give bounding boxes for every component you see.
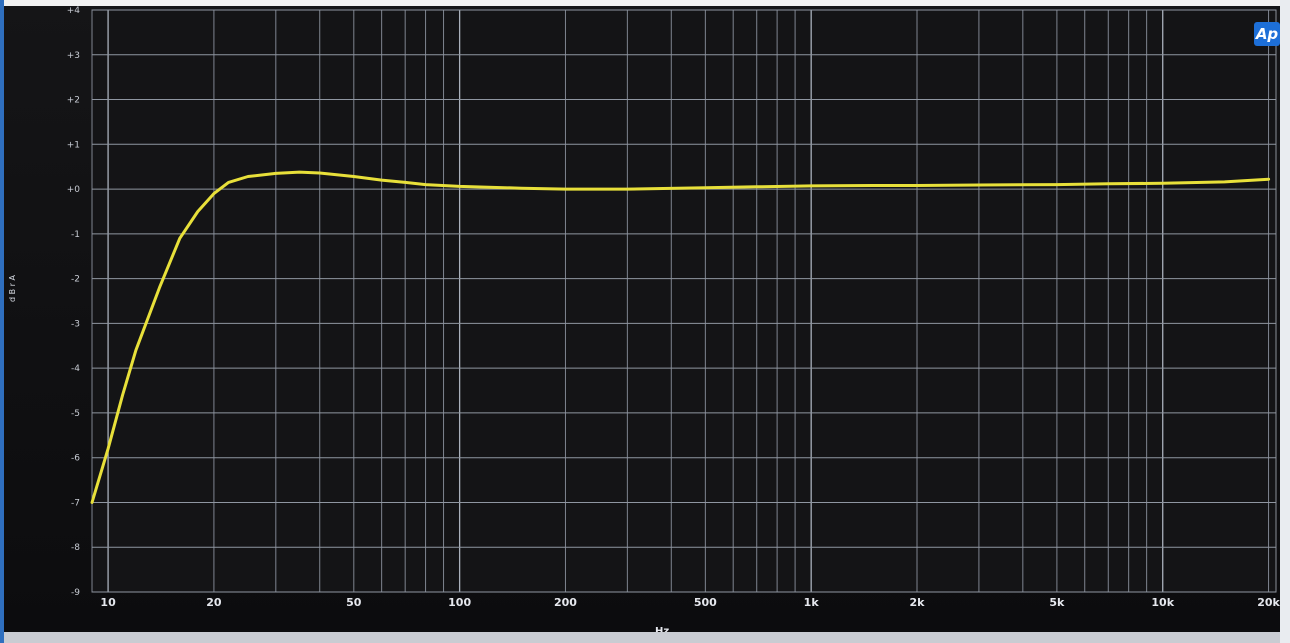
x-tick-label: 50 — [346, 596, 362, 609]
ap-logo: Ap — [1254, 22, 1280, 46]
top-bar — [0, 0, 1290, 6]
x-tick-label: 200 — [554, 596, 577, 609]
plot-area — [91, 9, 1277, 593]
y-tick-label: -2 — [71, 275, 80, 285]
x-tick-label: 20 — [206, 596, 222, 609]
y-tick-label: +2 — [67, 96, 80, 106]
y-tick-label: +3 — [67, 51, 80, 61]
x-tick-label: 2k — [910, 596, 926, 609]
y-tick-label: +4 — [67, 6, 81, 16]
x-tick-labels: 10 20 50 100 200 500 1k 2k 5k 10k 20k — [100, 596, 1280, 609]
horizontal-gridlines — [92, 9, 1276, 593]
window-right-edge — [1280, 0, 1290, 643]
vertical-gridlines — [91, 10, 1270, 592]
y-tick-labels: +4 +3 +2 +1 +0 -1 -2 -3 -4 -5 -6 -7 -8 -9 — [67, 6, 81, 598]
y-tick-label: -4 — [71, 364, 80, 374]
x-tick-label: 500 — [694, 596, 717, 609]
y-tick-label: -6 — [71, 454, 80, 464]
x-axis-title: Hz — [655, 626, 669, 637]
y-tick-label: +1 — [67, 140, 80, 150]
y-tick-label: +0 — [67, 185, 81, 195]
x-tick-label: 10 — [100, 596, 116, 609]
frequency-response-chart: +4 +3 +2 +1 +0 -1 -2 -3 -4 -5 -6 -7 -8 -9 10 20 50 100 20… — [67, 6, 1280, 609]
x-tick-label: 5k — [1049, 596, 1065, 609]
window-left-edge — [0, 0, 4, 643]
y-tick-label: -9 — [71, 588, 80, 598]
y-axis-title: d B r A — [8, 275, 17, 302]
series-line — [90, 170, 1271, 504]
y-tick-label: -8 — [71, 543, 80, 553]
y-tick-label: -5 — [71, 409, 80, 419]
data-series — [90, 170, 1271, 504]
x-tick-label: 1k — [804, 596, 820, 609]
y-tick-label: -7 — [71, 498, 80, 508]
status-strip — [4, 632, 1280, 643]
x-tick-label: 20k — [1257, 596, 1280, 609]
y-tick-label: -3 — [71, 319, 80, 329]
x-tick-label: 100 — [448, 596, 471, 609]
y-tick-label: -1 — [71, 230, 80, 240]
x-tick-label: 10k — [1151, 596, 1174, 609]
